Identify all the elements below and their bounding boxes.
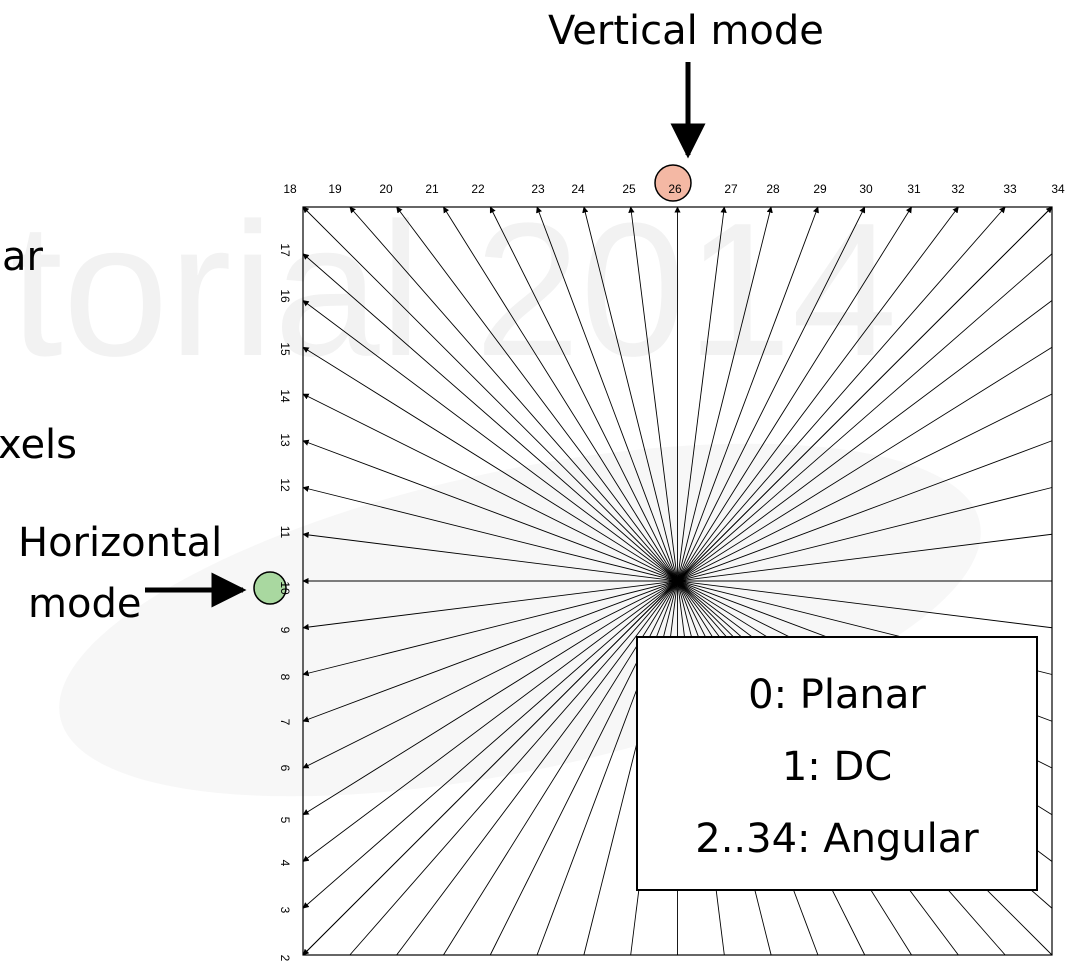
mode-label: 14 — [278, 389, 292, 403]
mode-label: 9 — [278, 627, 292, 634]
legend-line: 2..34: Angular — [695, 816, 979, 862]
mode-label: 24 — [571, 182, 585, 196]
mode-label: 5 — [278, 817, 292, 824]
mode-label: 18 — [283, 182, 297, 196]
mode-label: 16 — [278, 289, 292, 303]
mode-label: 8 — [278, 674, 292, 681]
horizontal-highlight — [253, 571, 287, 605]
mode-label: 19 — [328, 182, 342, 196]
mode-line — [302, 206, 1053, 956]
vertical-highlight — [654, 164, 692, 202]
mode-label: 25 — [622, 182, 636, 196]
horizontal-label: mode — [28, 581, 141, 627]
block — [302, 206, 1053, 956]
mode-label: 7 — [278, 719, 292, 726]
mode-label: 29 — [813, 182, 827, 196]
fragment: xels — [0, 422, 77, 468]
mode-label: 33 — [1003, 182, 1017, 196]
fragment: ar — [2, 234, 44, 280]
legend-line: 1: DC — [782, 744, 892, 790]
legend-box — [636, 636, 1038, 891]
mode-label: 32 — [951, 182, 965, 196]
mode-label: 12 — [278, 478, 292, 492]
mode-label: 6 — [278, 765, 292, 772]
mode-label: 22 — [471, 182, 485, 196]
horizontal-label: Horizontal — [18, 520, 222, 566]
mode-label: 23 — [531, 182, 545, 196]
mode-label: 10 — [278, 581, 292, 595]
mode-label: 27 — [724, 182, 738, 196]
mode-label: 17 — [278, 243, 292, 257]
mode-label: 34 — [1051, 182, 1065, 196]
mode-label: 28 — [766, 182, 780, 196]
mode-label: 13 — [278, 433, 292, 447]
mode-label: 4 — [278, 860, 292, 867]
labels: 18 19 20 21 22 23 24 25 26 27 28 29 30 31 32 33 34171615… — [278, 182, 1065, 961]
mode-label: 15 — [278, 342, 292, 356]
mode-label: 11 — [278, 526, 292, 539]
mode-label: 2 — [278, 955, 292, 962]
legend-line: 0: Planar — [748, 672, 926, 718]
mode-label: 3 — [278, 907, 292, 914]
vertical-label: Vertical mode — [548, 8, 824, 54]
mode-label: 30 — [859, 182, 873, 196]
mode-label: 20 — [379, 182, 393, 196]
mode-label: 31 — [907, 182, 921, 196]
mode-label: 21 — [425, 182, 439, 196]
mode-label: 26 — [668, 182, 682, 196]
watermark: torial 2014 — [10, 184, 897, 396]
